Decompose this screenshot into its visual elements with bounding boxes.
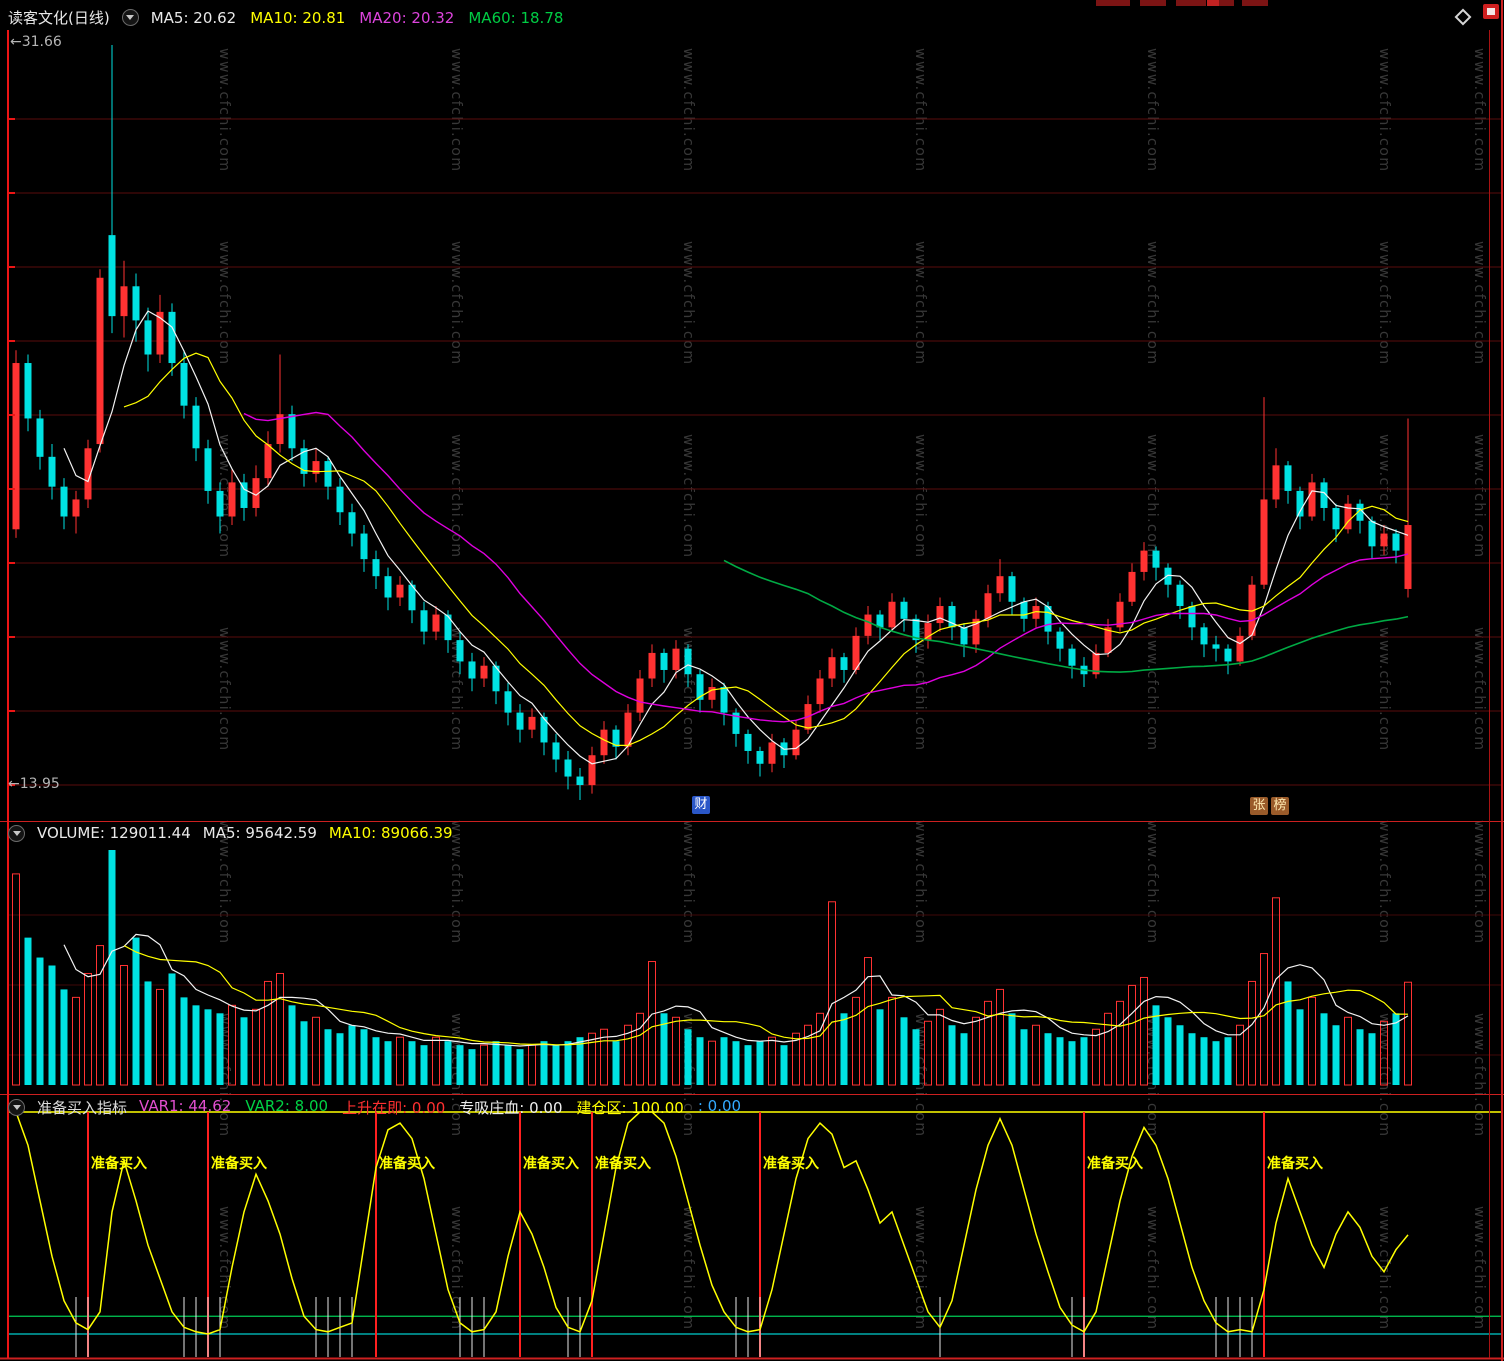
volume-label: VOLUME: 129011.44 [37,824,191,842]
collapse-volume-icon[interactable] [8,824,25,842]
indicator-legend-item: VAR1: 44.62 [139,1097,232,1115]
buy-signal-label: 准备买入 [595,1155,651,1172]
indicator-line [15,1111,1409,1335]
buy-signal-label: 准备买入 [523,1155,579,1172]
buy-signal-labels: 准备买入 准备买入 准备买入 准备买入 准备买入 准备买入 准备买入 准备买入 [91,1155,1323,1172]
ma-legend: MA5: 20.62 MA10: 20.81 MA20: 20.32 MA60: 18… [151,9,578,27]
ma-legend-item: MA10: 20.81 [250,8,346,27]
indicator-header: 准备买入指标 VAR1: 44.62 VAR2: 8.00 上升在即: 0.00 专吸… [8,1097,767,1118]
chart-title: 读客文化(日线) [8,9,110,27]
volume-ma5-label: MA5: 95642.59 [202,824,317,842]
buy-signal-label: 准备买入 [379,1155,435,1172]
candle-bodies [12,235,1412,786]
low-price-label: ←13.95 [8,776,60,792]
price-ma-lines [63,310,1409,765]
buy-signal-label: 准备买入 [1087,1155,1143,1172]
buy-signal-label: 准备买入 [763,1155,819,1172]
collapse-indicator-icon[interactable] [8,1099,25,1116]
ma-legend-item: MA5: 20.62 [150,8,237,27]
grid-lines [8,118,1502,1056]
high-price-label: ←31.66 [10,34,62,50]
indicator-legend: VAR1: 44.62 VAR2: 8.00 上升在即: 0.00 专吸庄血: 0.0… [139,1097,755,1118]
volume-header: VOLUME: 129011.44 MA5: 95642.59 MA10: 89… [8,824,465,842]
indicator-legend-item: VAR2: 8.00 [245,1097,329,1115]
toolbar-remnant [1096,0,1268,6]
zhang-badge[interactable]: 张 [1250,797,1268,815]
collapse-main-icon[interactable] [121,9,139,26]
ma-legend-item: MA60: 18.78 [468,8,564,27]
ma-legend-item: MA20: 20.32 [359,8,455,27]
volume-ma10-label: MA10: 89066.39 [328,824,453,842]
buy-signal-label: 准备买入 [91,1155,147,1172]
indicator-legend-item: : 0.00 [697,1097,742,1115]
buy-signal-label: 准备买入 [1267,1155,1323,1172]
indicator-title: 准备买入指标 [37,1099,128,1117]
volume-ma-lines [63,933,1409,1047]
buy-signal-label: 准备买入 [211,1155,267,1172]
indicator-legend-item: 上升在即: 0.00 [342,1099,446,1117]
indicator-legend-item: 建仓区: 100.00 [576,1099,684,1117]
corner-app-button[interactable] [1483,4,1499,19]
volume-bars [12,850,1412,1086]
main-chart-header: 读客文化(日线) MA5: 20.62 MA10: 20.81 MA20: 20.3… [8,7,589,28]
buy-signal-lines [87,1112,1265,1357]
cai-badge[interactable]: 财 [692,796,710,814]
bang-badge[interactable]: 榜 [1271,797,1289,815]
level-lines [8,1111,1502,1335]
white-tick-marks [75,1297,1253,1357]
indicator-legend-item: 专吸庄血: 0.00 [459,1099,563,1117]
candle-wicks [15,45,1409,800]
